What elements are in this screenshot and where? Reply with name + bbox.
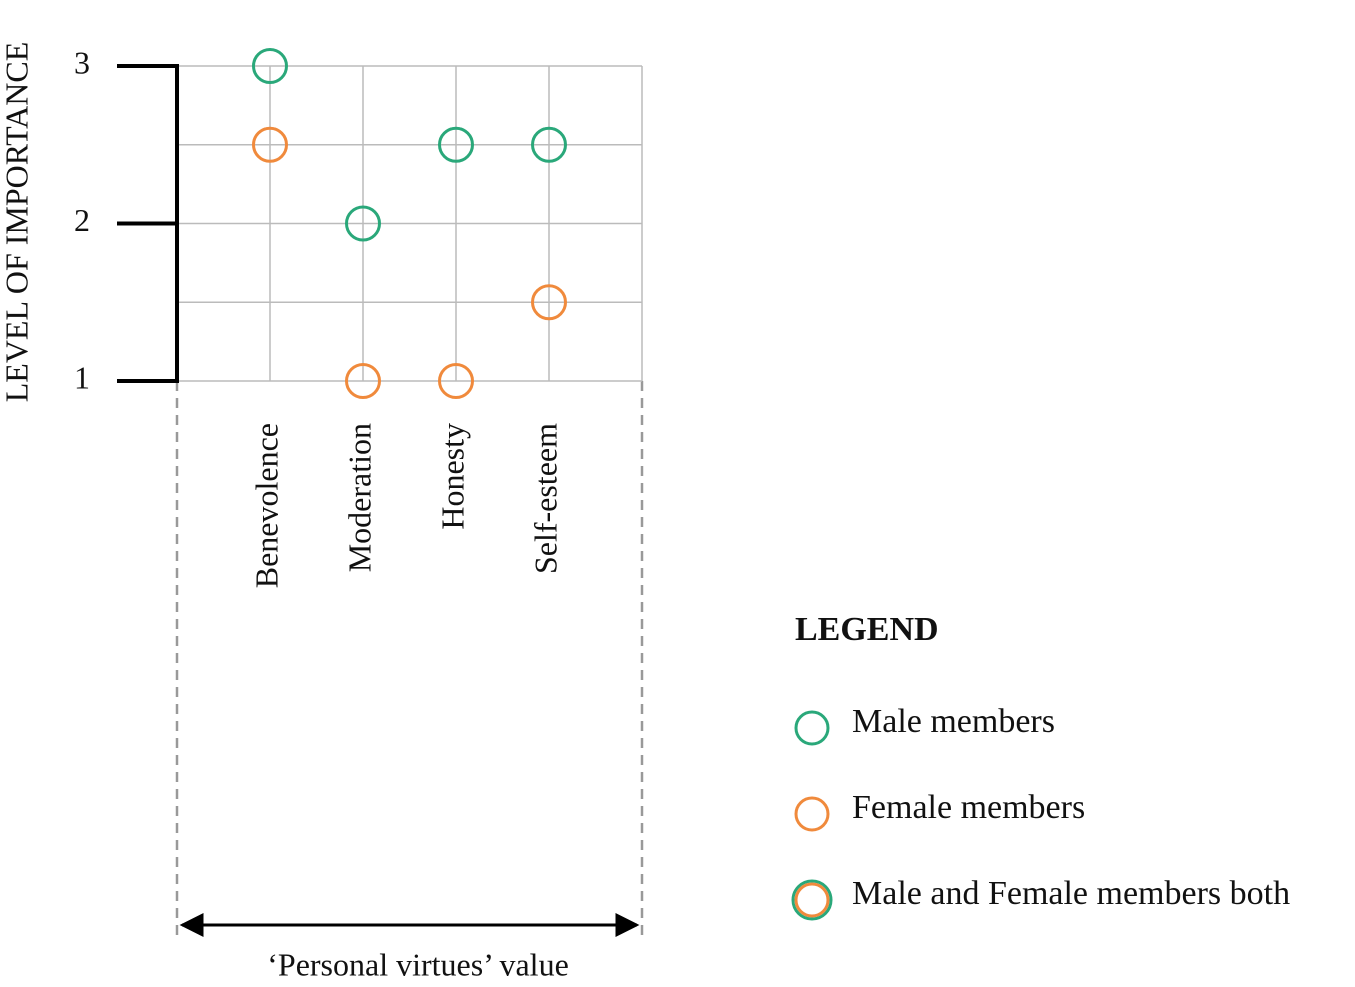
point: [438, 363, 474, 399]
y-tick-label: 2: [74, 202, 90, 238]
point: [252, 126, 288, 163]
point: [345, 205, 381, 242]
legend-swatch-edge: [791, 879, 833, 921]
x-tick-label: Self-esteem: [527, 423, 563, 574]
legend-swatch: [794, 796, 830, 832]
legend-swatch: [794, 710, 830, 746]
legend-title: LEGEND: [795, 611, 939, 648]
x-tick-label: Moderation: [341, 423, 377, 572]
point: [345, 363, 381, 399]
legend-label: Male members: [852, 703, 1055, 740]
legend-label: Male and Female members both: [852, 875, 1290, 912]
legend-swatch: [794, 882, 830, 918]
point: [252, 48, 288, 84]
x-tick-label: Benevolence: [248, 423, 284, 588]
y-tick-label: 3: [74, 44, 90, 80]
y-axis-label: LEVEL OF IMPORTANCE: [0, 42, 34, 403]
legend-label: Female members: [852, 789, 1085, 826]
point: [438, 126, 474, 163]
point: [531, 126, 567, 163]
point: [531, 284, 567, 321]
x-axis-label: ‘Personal virtues’ value: [267, 946, 569, 982]
y-tick-label: 1: [74, 359, 90, 395]
x-tick-label: Honesty: [434, 423, 470, 530]
